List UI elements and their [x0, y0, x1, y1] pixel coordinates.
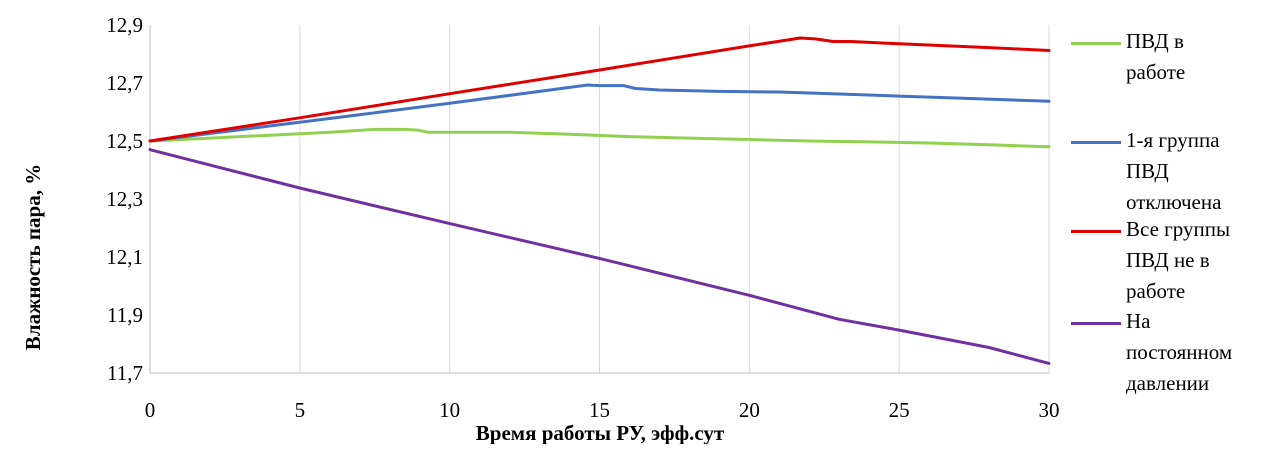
x-tick-label: 15 — [589, 398, 610, 422]
y-tick-label: 11,7 — [107, 361, 143, 385]
legend-line-icon — [1071, 42, 1121, 45]
y-tick-label: 12,7 — [106, 71, 143, 95]
x-tick-label: 30 — [1039, 398, 1060, 422]
x-tick-label: 5 — [295, 398, 306, 422]
legend-label: Все группы ПВД не в работе — [1126, 217, 1231, 303]
legend-label: 1-я группа ПВД отключена — [1126, 128, 1222, 214]
series-line — [148, 36, 1051, 143]
legend-line-icon — [1071, 230, 1121, 233]
y-tick-label: 11,9 — [107, 303, 143, 327]
series-layer — [148, 36, 1051, 365]
legend-label: ПВД в работе — [1126, 29, 1186, 84]
y-tick-label: 12,5 — [106, 129, 143, 153]
y-axis-title: Влажность пара, % — [21, 164, 45, 350]
axis-layer — [149, 25, 1049, 374]
x-axis-title: Время работы РУ, эфф.сут — [476, 421, 725, 444]
y-tick-label: 12,9 — [106, 13, 143, 37]
y-tick-label: 12,3 — [106, 187, 143, 211]
grid-layer — [149, 25, 1050, 373]
legend-label: На постоянном давлении — [1126, 309, 1233, 395]
series-line — [148, 127, 1051, 149]
legend-line-icon — [1071, 322, 1121, 325]
x-tick-label: 20 — [739, 398, 760, 422]
x-tick-label: 10 — [439, 398, 460, 422]
x-tick-label: 25 — [889, 398, 910, 422]
x-tick-label: 0 — [145, 398, 156, 422]
y-tick-label: 12,1 — [106, 245, 143, 269]
series-line — [148, 83, 1051, 143]
series-line — [148, 148, 1051, 365]
legend-line-icon — [1071, 141, 1121, 144]
tick-label-layer: 0 5 10 15 20 25 30 11,7 11,9 12,1 12,3 12,5 12,7 12,9 — [106, 13, 1059, 422]
